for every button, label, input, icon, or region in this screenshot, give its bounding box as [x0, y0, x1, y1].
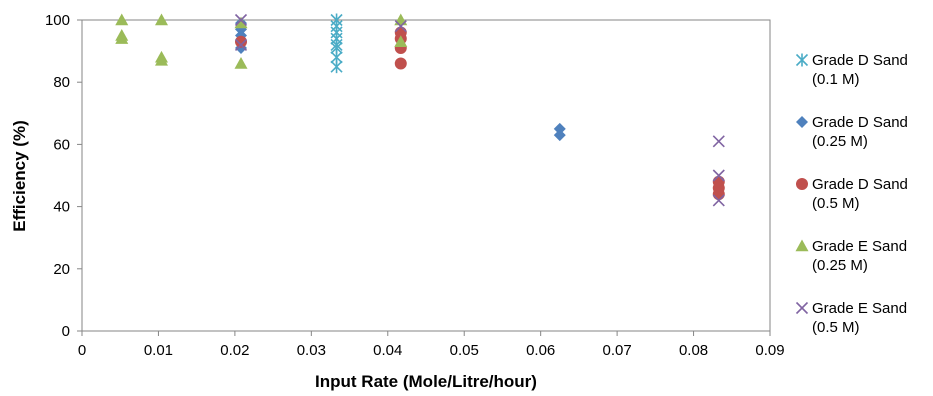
data-point — [234, 16, 248, 29]
x-axis: 0 0.01 0.02 0.03 0.04 0.05 0.06 0.07 0.08 0.09 — [78, 331, 785, 359]
x-tick-label: 0.08 — [679, 342, 708, 359]
legend: Grade D Sand(0.1 M)Grade D Sand(0.25 M)G… — [795, 52, 908, 336]
legend-marker — [796, 116, 808, 128]
data-point — [115, 32, 129, 44]
data-point — [712, 135, 725, 148]
legend-label: (0.1 M) — [812, 71, 860, 88]
y-tick-label: 40 — [53, 199, 70, 216]
legend-label: Grade D Sand — [812, 114, 908, 131]
x-tick-label: 0.05 — [450, 342, 479, 359]
data-point — [394, 35, 408, 47]
data-point — [394, 20, 407, 33]
data-point — [553, 122, 566, 135]
data-point — [234, 38, 248, 51]
legend-item: Grade D Sand (0.25 M) — [796, 114, 908, 150]
data-point — [553, 129, 566, 142]
legend-marker — [795, 301, 809, 315]
legend-marker — [796, 178, 808, 190]
y-axis-title: Efficiency (%) — [10, 120, 29, 231]
plot-area — [81, 19, 771, 332]
y-tick-label: 60 — [53, 136, 70, 153]
legend-label: (0.25 M) — [812, 257, 868, 274]
legend-label: Grade D Sand — [812, 52, 908, 69]
x-tick-label: 0.06 — [526, 342, 555, 359]
y-tick-label: 20 — [53, 261, 70, 278]
y-tick-label: 100 — [45, 12, 70, 29]
x-tick-label: 0.01 — [144, 342, 173, 359]
y-tick-label: 0 — [62, 323, 70, 340]
x-tick-label: 0.03 — [297, 342, 326, 359]
legend-marker — [795, 53, 809, 67]
legend-item: Grade D Sand (0.5 M) — [796, 176, 908, 212]
y-tick-label: 80 — [53, 74, 70, 91]
legend-item: Grade D Sand (0.1 M) — [795, 52, 908, 88]
data-point — [235, 35, 248, 48]
legend-marker — [795, 239, 809, 252]
data-point — [712, 188, 725, 201]
x-axis-title: Input Rate (Mole/Litre/hour) — [315, 372, 537, 391]
legend-label: Grade E Sand — [812, 300, 907, 317]
x-tick-label: 0 — [78, 342, 86, 359]
legend-label: (0.5 M) — [812, 319, 860, 336]
legend-label: Grade D Sand — [812, 176, 908, 193]
x-tick-label: 0.09 — [755, 342, 784, 359]
legend-label: (0.5 M) — [812, 195, 860, 212]
data-point — [712, 194, 725, 207]
data-point — [234, 13, 248, 27]
data-point — [712, 169, 725, 182]
data-point — [234, 57, 248, 69]
legend-item: Grade E Sand (0.25 M) — [795, 238, 907, 274]
data-points — [115, 13, 725, 207]
data-point — [115, 13, 129, 26]
y-axis: 0 20 40 60 80 100 — [45, 12, 82, 340]
data-point — [155, 13, 169, 26]
legend-item: Grade E Sand (0.5 M) — [795, 300, 907, 336]
legend-label: Grade E Sand — [812, 238, 907, 255]
x-tick-label: 0.02 — [220, 342, 249, 359]
legend-label: (0.25 M) — [812, 133, 868, 150]
x-tick-label: 0.07 — [603, 342, 632, 359]
data-point — [394, 57, 407, 70]
data-point — [155, 53, 169, 66]
data-point — [330, 60, 343, 74]
x-tick-label: 0.04 — [373, 342, 402, 359]
